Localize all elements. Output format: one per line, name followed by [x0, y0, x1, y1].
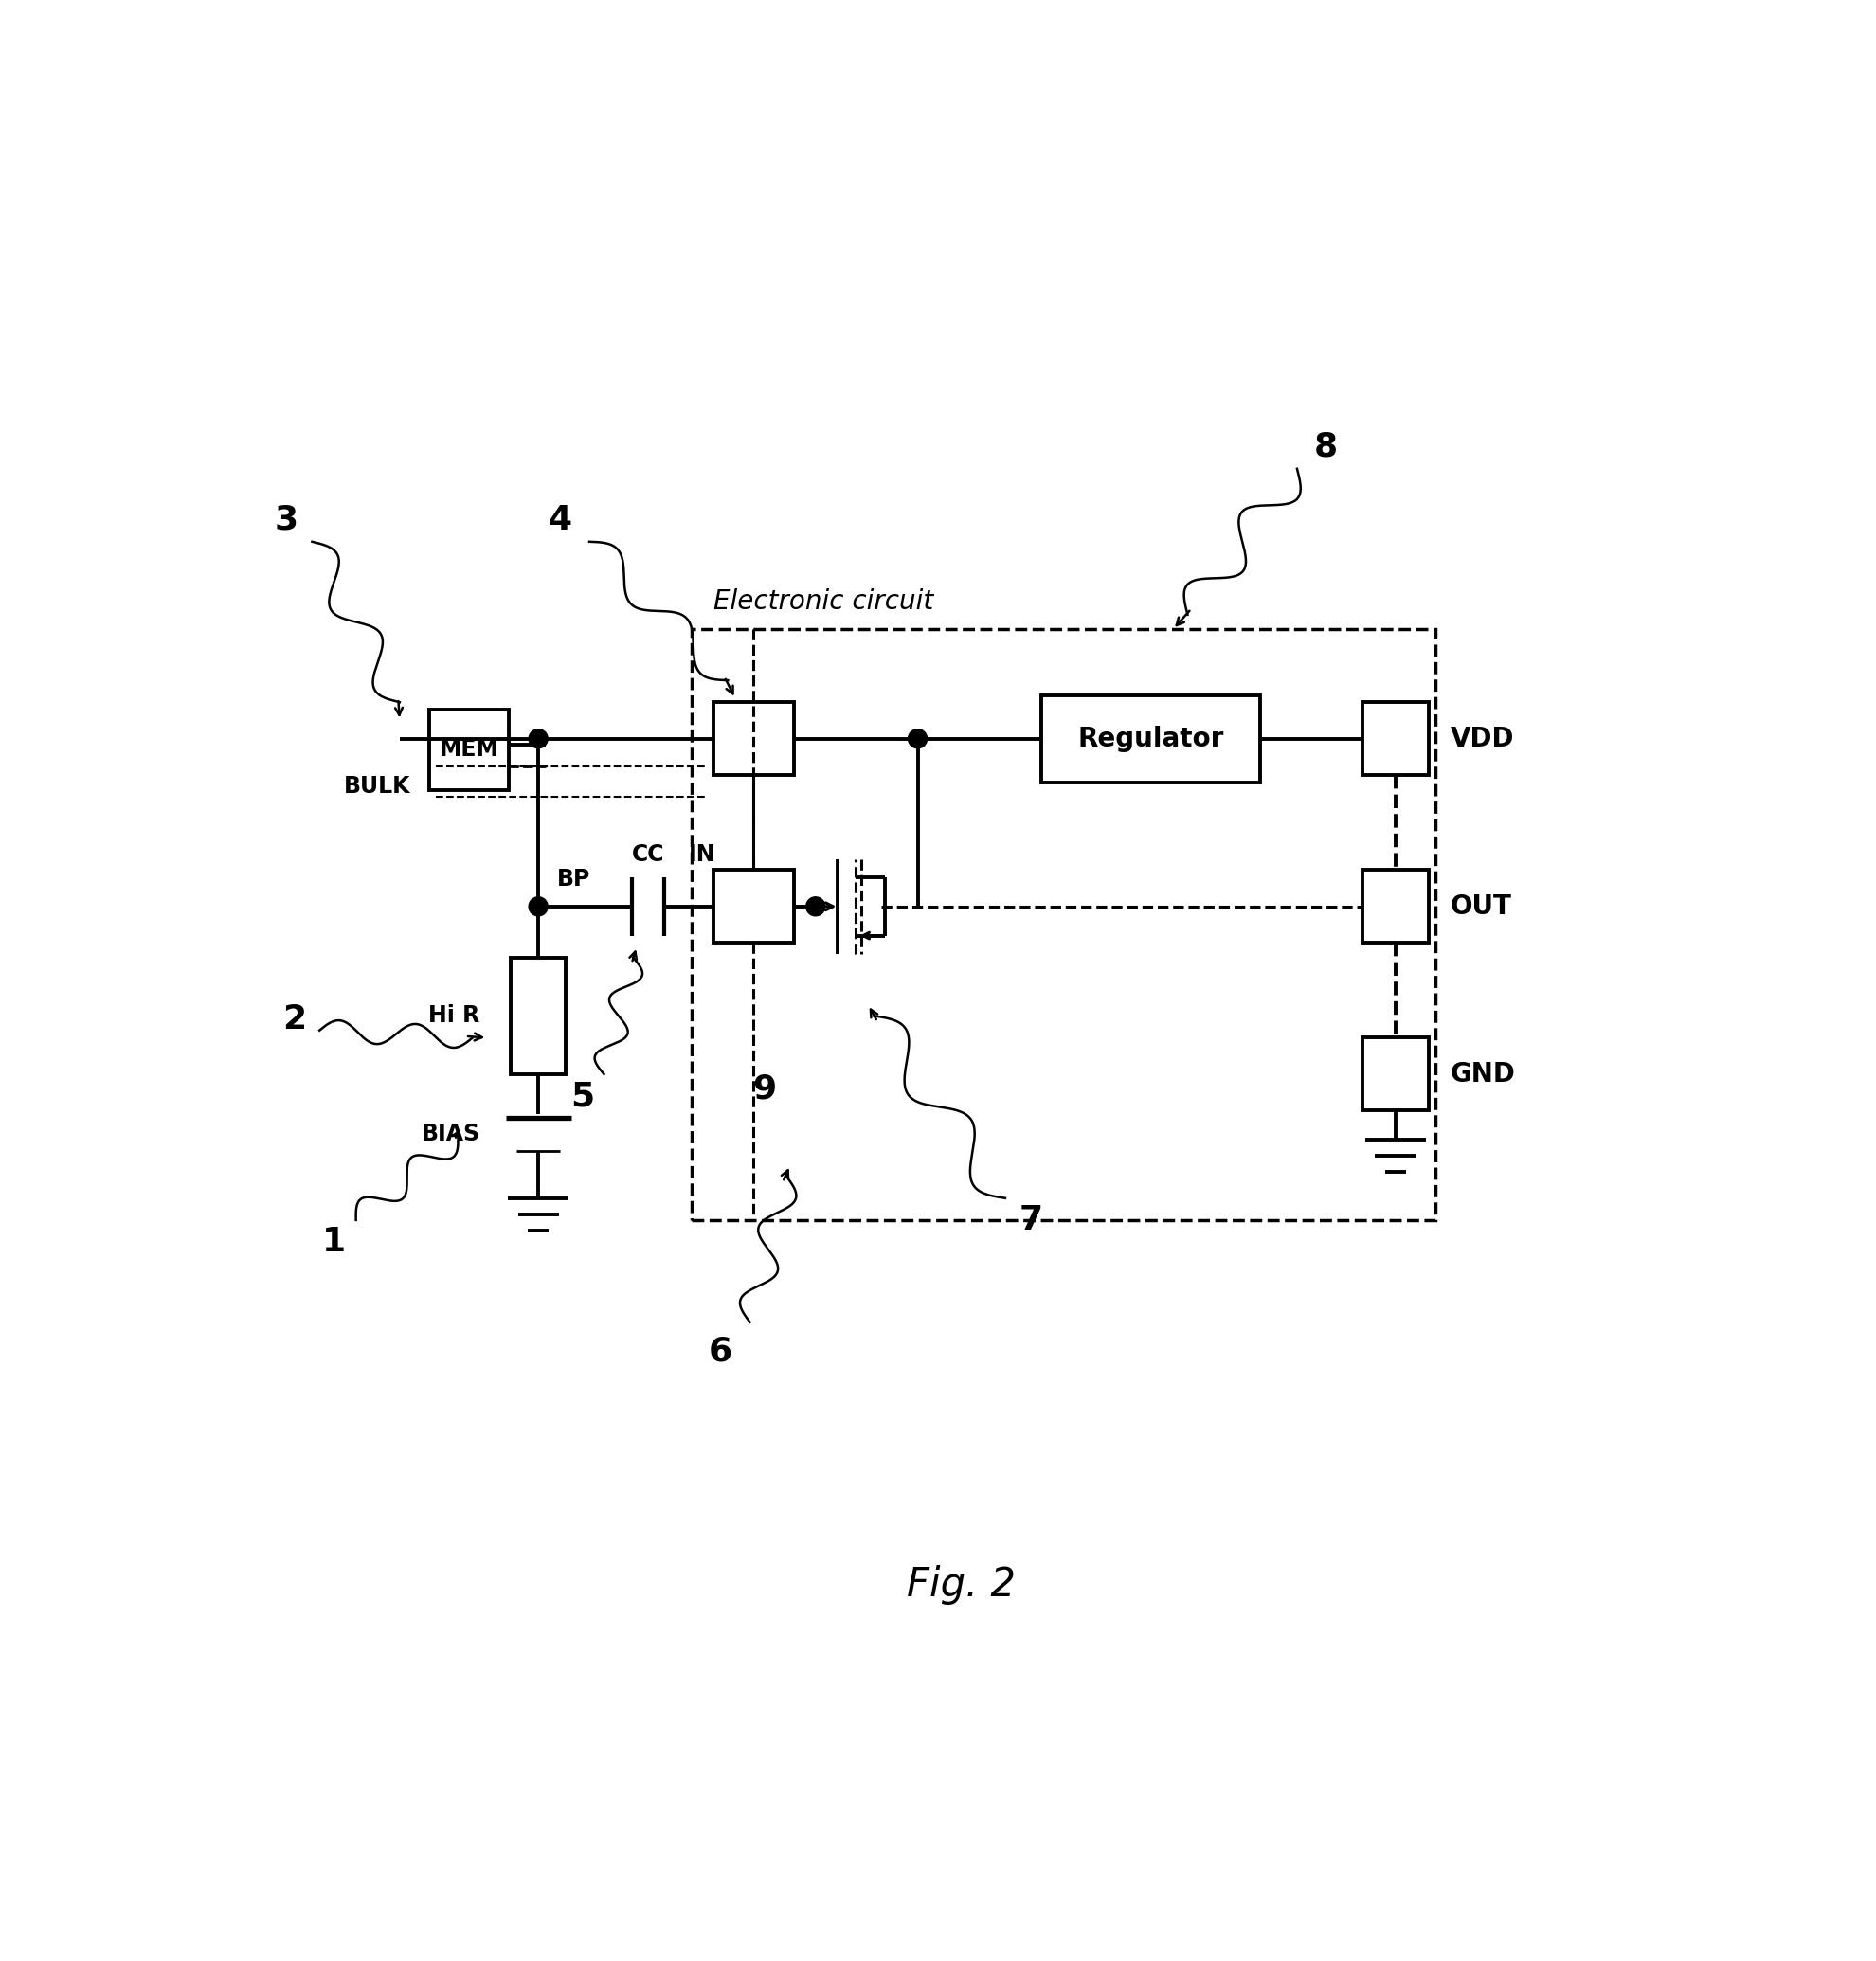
- Circle shape: [529, 896, 548, 916]
- Text: 2: 2: [281, 1004, 306, 1035]
- Text: IN: IN: [688, 843, 717, 867]
- Bar: [713, 871, 794, 943]
- Text: BP: BP: [557, 867, 591, 890]
- Text: GND: GND: [1450, 1061, 1516, 1088]
- Bar: [1362, 1037, 1428, 1110]
- Bar: [1362, 871, 1428, 943]
- Text: Hi R: Hi R: [428, 1004, 480, 1028]
- Circle shape: [529, 729, 548, 749]
- Text: Fig. 2: Fig. 2: [906, 1565, 1017, 1604]
- Bar: [430, 710, 508, 790]
- Bar: [1041, 694, 1261, 782]
- Text: CC: CC: [632, 843, 664, 867]
- Text: 1: 1: [323, 1226, 345, 1259]
- Text: 9: 9: [752, 1073, 777, 1104]
- Circle shape: [908, 729, 927, 749]
- Text: 4: 4: [548, 504, 572, 535]
- Text: VDD: VDD: [1450, 726, 1514, 751]
- Text: 3: 3: [274, 504, 298, 535]
- Circle shape: [807, 896, 825, 916]
- Bar: [713, 702, 794, 775]
- Bar: [692, 629, 1435, 1220]
- Text: Electronic circuit: Electronic circuit: [713, 588, 934, 614]
- Text: 6: 6: [709, 1335, 734, 1367]
- Bar: [1362, 702, 1428, 775]
- Text: OUT: OUT: [1450, 892, 1512, 920]
- Text: Regulator: Regulator: [1079, 726, 1225, 751]
- Text: BULK: BULK: [343, 775, 411, 798]
- Text: 8: 8: [1315, 431, 1338, 463]
- Text: 7: 7: [1019, 1204, 1043, 1235]
- Bar: [510, 957, 565, 1075]
- Text: MEM: MEM: [439, 737, 499, 761]
- Text: BIAS: BIAS: [420, 1124, 480, 1145]
- Text: 5: 5: [570, 1081, 595, 1112]
